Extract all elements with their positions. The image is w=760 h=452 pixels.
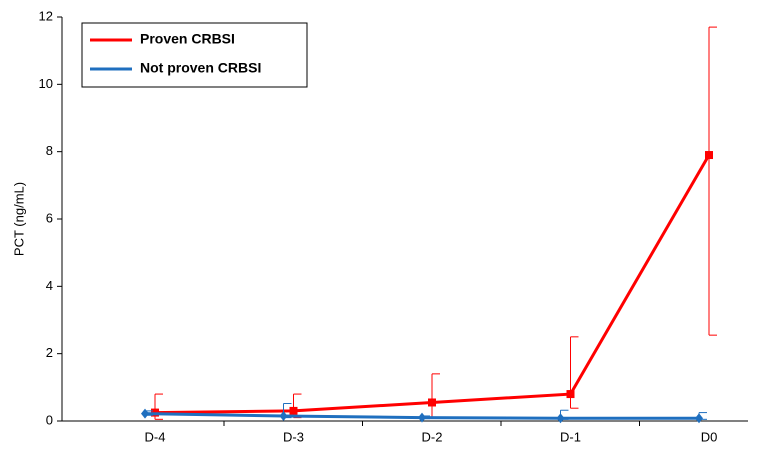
- legend-box: [81, 22, 308, 88]
- x-tick-label: D0: [701, 429, 718, 444]
- marker: [141, 408, 149, 419]
- legend-label: Not proven CRBSI: [140, 60, 261, 76]
- marker: [289, 406, 298, 415]
- y-tick-label: 2: [46, 345, 53, 360]
- y-tick-label: 12: [39, 8, 53, 23]
- x-tick-label: D-1: [560, 429, 581, 444]
- legend: Proven CRBSI Not proven CRBSI: [81, 22, 308, 88]
- marker: [556, 413, 565, 424]
- y-tick-label: 8: [46, 143, 53, 158]
- y-tick-label: 0: [46, 412, 53, 427]
- legend-label: Proven CRBSI: [140, 31, 235, 47]
- y-tick-label: 10: [39, 76, 53, 91]
- x-tick-label: D-3: [283, 429, 304, 444]
- marker: [428, 398, 436, 407]
- marker: [566, 390, 575, 399]
- y-axis-label: PCT (ng/mL): [11, 182, 26, 256]
- series: [141, 402, 707, 424]
- x-tick-label: D-4: [145, 429, 166, 444]
- marker: [279, 410, 288, 421]
- marker: [418, 412, 426, 423]
- y-tick-label: 4: [46, 278, 53, 293]
- marker: [705, 151, 713, 160]
- x-tick-label: D-2: [422, 429, 443, 444]
- y-tick-label: 6: [46, 210, 53, 225]
- marker: [695, 413, 703, 424]
